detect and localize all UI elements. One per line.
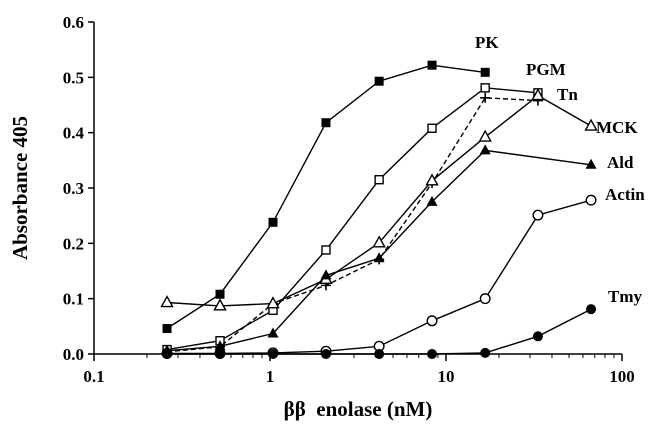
mck-point [531,88,545,101]
y-axis-title: Absorbance 405 [8,116,32,260]
series-line-actin [167,199,592,355]
y-tick-label: 0.6 [63,13,84,32]
tmy-point [320,349,331,359]
series-line-tn [166,97,539,353]
pgm-point [427,123,437,133]
series-mck [160,88,598,311]
y-tick-label: 0.4 [63,124,85,143]
series-label-tn: Tn [557,85,578,104]
ald-point [373,252,385,263]
pk-point [374,76,384,86]
axis-ticks: 0.0 0.1 0.2 0.3 0.4 0.5 0.6 0.1 1 10 100 [63,13,635,386]
series-label-mck: MCK [596,118,638,137]
actin-point [585,194,597,206]
ald-point [214,340,226,351]
tn-point [480,92,491,103]
pgm-point [321,245,331,255]
mck-point [478,129,492,142]
mck-point [266,296,280,309]
y-tick-label: 0.3 [63,179,84,198]
tmy-point [532,331,543,342]
series-pgm [162,83,543,355]
mck-point [213,298,227,311]
x-axis-title: ββ enolase (nM) [284,397,433,421]
tmy-point [267,349,278,359]
mck-point [425,173,439,186]
pk-point [268,217,278,227]
x-tick-label: 1 [266,367,275,386]
series-line-pgm [166,87,539,351]
y-tick-label: 0.1 [63,290,84,309]
tmy-point [586,304,597,315]
x-tick-label: 10 [438,367,455,386]
ald-point [267,327,279,338]
tmy-point [480,347,491,358]
series-label-actin: Actin [605,185,645,204]
mck-point [160,295,174,308]
series-pk [162,60,490,334]
mck-point [372,235,386,248]
series-layer [160,60,598,359]
ald-point [320,269,332,280]
series-label-pk: PK [475,33,499,52]
y-tick-label: 0.0 [63,345,84,364]
ald-point [426,195,438,206]
pgm-point [374,174,384,185]
mck-point [584,118,598,131]
y-tick-label: 0.5 [63,68,84,87]
series-label-tmy: Tmy [608,287,643,306]
pk-point [162,324,172,334]
x-tick-label: 100 [609,367,635,386]
ald-point [585,158,597,169]
series-actin [161,194,597,359]
tmy-point [215,349,226,359]
pk-point [215,289,225,299]
tmy-point [374,349,385,359]
pk-point [480,67,490,77]
series-line-ald [166,149,592,352]
actin-point [532,209,544,221]
pgm-point [480,83,490,93]
ald-point [479,144,491,155]
series-label-pgm: PGM [526,60,566,79]
series-line-mck [166,94,592,307]
pk-point [321,118,331,128]
series-tmy [162,304,597,359]
tmy-point [162,349,173,359]
actin-point [479,293,491,305]
y-tick-label: 0.2 [63,234,84,253]
series-labels: PK PGM Tn MCK Ald Actin Tmy [475,33,645,306]
x-tick-label: 0.1 [83,367,104,386]
series-label-ald: Ald [607,153,634,172]
pk-point [427,60,437,70]
tmy-point [427,349,438,359]
actin-point [426,315,438,327]
